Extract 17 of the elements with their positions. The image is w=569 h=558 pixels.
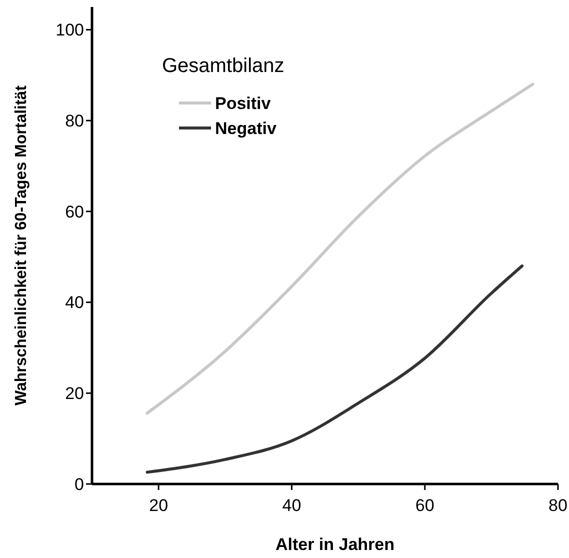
y-tick-label: 0 — [74, 474, 84, 494]
y-tick-label: 40 — [65, 293, 84, 312]
x-tick-label: 80 — [548, 496, 568, 515]
legend-label: Negativ — [215, 118, 277, 138]
x-tick-label: 40 — [282, 496, 302, 515]
legend-title: Gesamtbilanz — [162, 55, 284, 77]
line-series — [146, 264, 524, 474]
x-tick-label: 20 — [149, 496, 168, 515]
y-tick-label: 80 — [65, 112, 84, 131]
x-tick-label: 60 — [415, 496, 434, 515]
y-axis-title: Wahrscheinlichkeit für 60-Tages Mortalität — [13, 84, 30, 406]
y-tick-label: 20 — [65, 384, 84, 404]
x-axis-title: Alter in Jahren — [275, 535, 395, 554]
line-series — [146, 82, 534, 415]
y-tick-label: 100 — [56, 20, 84, 40]
legend-label: Positiv — [215, 94, 272, 113]
y-tick-label: 60 — [65, 202, 84, 222]
